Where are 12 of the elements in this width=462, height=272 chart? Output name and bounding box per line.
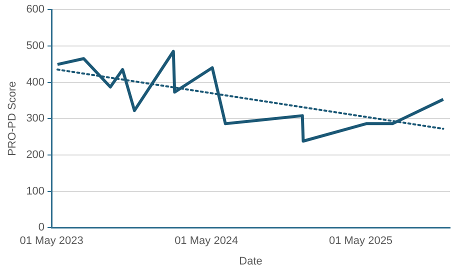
x-axis-title: Date (239, 255, 262, 268)
y-tick-label: 400 (26, 76, 45, 88)
x-tick-label: 01 May 2025 (328, 235, 393, 248)
y-tick-label: 300 (26, 112, 45, 125)
y-tick-label: 200 (26, 148, 45, 161)
y-tick-label: 0 (38, 222, 45, 234)
y-tick-label: 500 (26, 40, 45, 52)
y-axis-title: PRO-PD Score (6, 81, 19, 156)
y-tick-label: 100 (26, 185, 45, 198)
x-tick-label: 01 May 2023 (20, 235, 84, 248)
x-tick-label: 01 May 2024 (174, 235, 238, 248)
y-tick-label: 600 (26, 4, 45, 16)
